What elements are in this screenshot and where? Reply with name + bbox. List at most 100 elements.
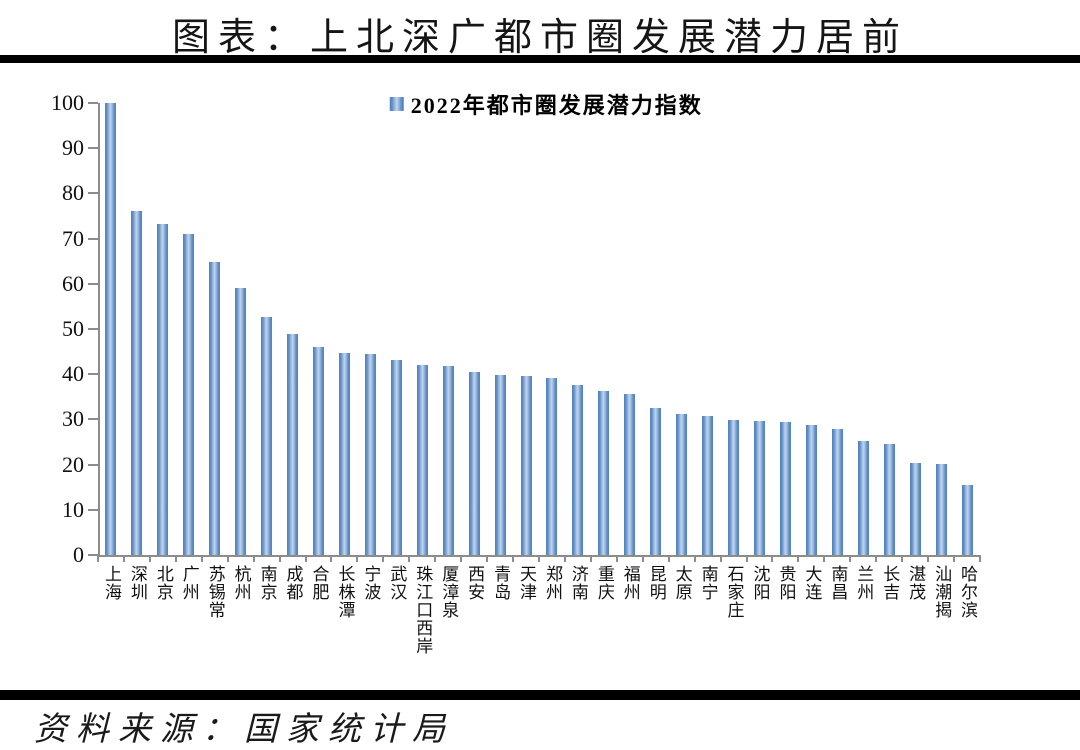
x-axis-tick [460,555,463,562]
x-axis-category-label: 宁波 [361,565,381,601]
x-axis-category-label: 深圳 [127,565,147,601]
x-axis-tick [148,555,151,562]
bar-厦漳泉 [442,366,454,555]
x-axis-category-label: 昆明 [646,565,666,601]
x-axis-category-label: 大连 [802,565,822,601]
bar-武汉 [390,359,402,555]
bar-天津 [520,376,532,555]
x-axis-tick [849,555,852,562]
x-axis-tick [278,555,281,562]
legend-square-icon [389,97,404,111]
x-axis-tick [538,555,540,562]
bar-合肥 [313,347,324,555]
bar-珠江口西岸 [416,365,428,555]
x-axis-tick [330,555,333,562]
chart-legend: 2022年都市圈发展潜力指数 [389,88,703,120]
legend-label: 2022年都市圈发展潜力指数 [410,93,703,118]
y-axis-tick-label: 0 [73,542,84,567]
bar-郑州 [546,378,558,555]
bar-重庆 [598,391,610,555]
x-axis-tick [408,555,411,562]
x-axis-category-label: 汕潮揭 [932,565,952,619]
x-axis-tick [615,555,618,562]
bar-上海 [105,103,117,555]
x-axis-tick [797,555,800,562]
x-axis-tick [979,555,981,562]
x-axis-category-label: 湛茂 [906,565,926,601]
x-axis-category-label: 兰州 [854,565,874,601]
x-axis-tick [901,555,904,562]
x-axis-tick [641,555,644,562]
bar-杭州 [235,288,247,555]
bar-南昌 [831,429,843,555]
y-axis-tick-label: 90 [62,135,84,161]
bar-长株潭 [338,352,350,555]
x-axis-category-label: 上海 [101,565,121,601]
x-axis-tick [97,555,99,562]
bar-沈阳 [754,420,765,555]
x-axis-tick [200,555,203,562]
y-axis-tick [88,147,98,150]
x-axis-tick [927,555,930,562]
x-axis-tick [771,555,774,562]
x-axis-tick [745,555,748,562]
x-axis-tick [434,555,437,562]
bar-汕潮揭 [935,463,947,555]
y-axis-tick-label: 10 [62,496,84,522]
x-axis-category-label: 太原 [672,565,692,601]
bar-成都 [287,333,299,555]
x-axis-category-label: 沈阳 [750,565,770,601]
bar-哈尔滨 [961,484,973,555]
x-axis-tick [512,555,515,562]
bar-福州 [624,393,636,555]
x-axis-category-label: 北京 [153,565,173,601]
x-axis-category-label: 长吉 [880,565,900,601]
x-axis-tick [563,555,566,562]
x-axis-category-label: 杭州 [231,565,251,601]
x-axis-category-label: 长株潭 [335,565,355,619]
bar-深圳 [131,211,143,555]
x-axis-tick [486,555,489,562]
bar-石家庄 [728,420,740,555]
x-axis-category-label: 重庆 [594,565,614,601]
x-axis-tick [953,555,956,562]
x-axis-tick [304,555,307,562]
x-axis-tick [875,555,878,562]
x-axis-tick [174,555,177,562]
x-axis-category-label: 南昌 [828,565,848,601]
y-axis-line [98,103,100,557]
bar-贵阳 [779,422,791,555]
top-divider [0,55,1080,63]
x-axis-category-label: 南京 [257,565,277,601]
bar-西安 [468,372,480,555]
x-axis-tick [382,555,385,562]
x-axis-category-label: 珠江口西岸 [413,565,433,655]
bar-南京 [261,317,273,555]
bar-大连 [805,425,817,555]
y-axis-tick [88,463,98,466]
x-axis-category-label: 苏锡常 [205,565,225,619]
x-axis-tick [589,555,592,562]
plot-area: 0 10 20 30 40 50 60 70 80 90 100 上海 深圳 北京 广州 苏锡常 杭州 南京 成都合… [51,91,981,655]
y-axis-tick-label: 70 [62,225,84,251]
x-axis-category-label: 厦漳泉 [439,565,459,619]
y-axis-tick-label: 30 [62,406,84,432]
x-axis-tick [356,555,359,562]
bar-太原 [676,413,688,555]
y-axis-tick [88,373,98,376]
x-axis-category-label: 哈尔滨 [958,565,978,619]
y-axis-tick [88,328,98,330]
bar-广州 [183,234,195,555]
y-axis-tick [88,554,98,556]
source-note: 资料来源：国家统计局 [34,712,454,748]
y-axis-tick-label: 20 [62,451,84,477]
bottom-divider [0,690,1080,700]
x-axis-category-label: 石家庄 [724,565,744,619]
y-axis-tick-label: 50 [62,316,84,341]
x-axis-category-label: 武汉 [387,565,407,601]
x-axis-tick [252,555,255,562]
x-axis-tick [693,555,696,562]
bar-宁波 [364,354,376,555]
x-axis-category-label: 广州 [179,565,199,601]
